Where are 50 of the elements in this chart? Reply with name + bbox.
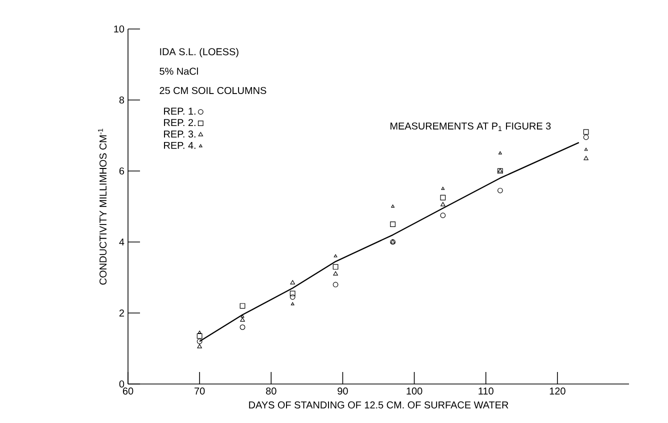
point (197, 344, 202, 348)
point (290, 280, 295, 284)
point (583, 129, 589, 135)
annotation: MEASUREMENTS AT P$_{1}$ FIGURE 3 (390, 122, 551, 131)
x-tick-label: 90 (338, 388, 348, 395)
point (290, 290, 296, 296)
point (498, 151, 502, 154)
x-axis-title: DAYS OF STANDING OF 12.5 CM. OF SURFACE WATER (249, 401, 508, 408)
x-tick-label: 120 (550, 388, 566, 395)
point (240, 317, 245, 322)
x-tick-label: 100 (406, 388, 422, 395)
point (584, 156, 588, 160)
point (198, 330, 202, 334)
point (441, 186, 445, 190)
point (440, 194, 446, 200)
y-tick-label: 0 (119, 380, 124, 388)
point (390, 222, 396, 227)
point (196, 333, 202, 339)
y-tick-label: 8 (119, 96, 124, 104)
annotation: 25 CM SOIL COLUMNS (160, 86, 266, 94)
point (240, 303, 246, 309)
x-tick-label: 110 (478, 388, 494, 395)
point (333, 271, 338, 276)
annotation: IDA S.L. (LOESS) (160, 48, 238, 58)
point (391, 204, 394, 208)
point (240, 324, 246, 330)
point (290, 294, 296, 300)
y-tick-label: 10 (114, 25, 124, 33)
point (584, 148, 588, 151)
point (290, 302, 294, 306)
legend-label: REP. 4. (164, 142, 196, 149)
legend-label: REP. 3. (164, 130, 196, 138)
x-tick-label: 80 (266, 388, 276, 395)
y-axis-title: CONDUCTIVITY MILLIMHOS CM$^{-1}$ (98, 128, 107, 285)
legend-label: REP. 2. (164, 119, 196, 126)
y-tick-label: 4 (119, 238, 124, 246)
y-tick-label: 6 (119, 167, 124, 175)
point (440, 202, 446, 206)
annotation: 5% NaCl (160, 67, 198, 75)
point (583, 134, 589, 140)
point (332, 264, 338, 270)
point (332, 282, 338, 288)
y-tick-label: 2 (119, 310, 124, 316)
x-tick-label: 60 (122, 388, 134, 395)
point (334, 254, 338, 258)
x-tick-label: 70 (194, 388, 205, 395)
legend-label: REP. 1. (164, 108, 196, 115)
point (497, 188, 503, 194)
point (240, 314, 244, 318)
point (440, 212, 446, 218)
